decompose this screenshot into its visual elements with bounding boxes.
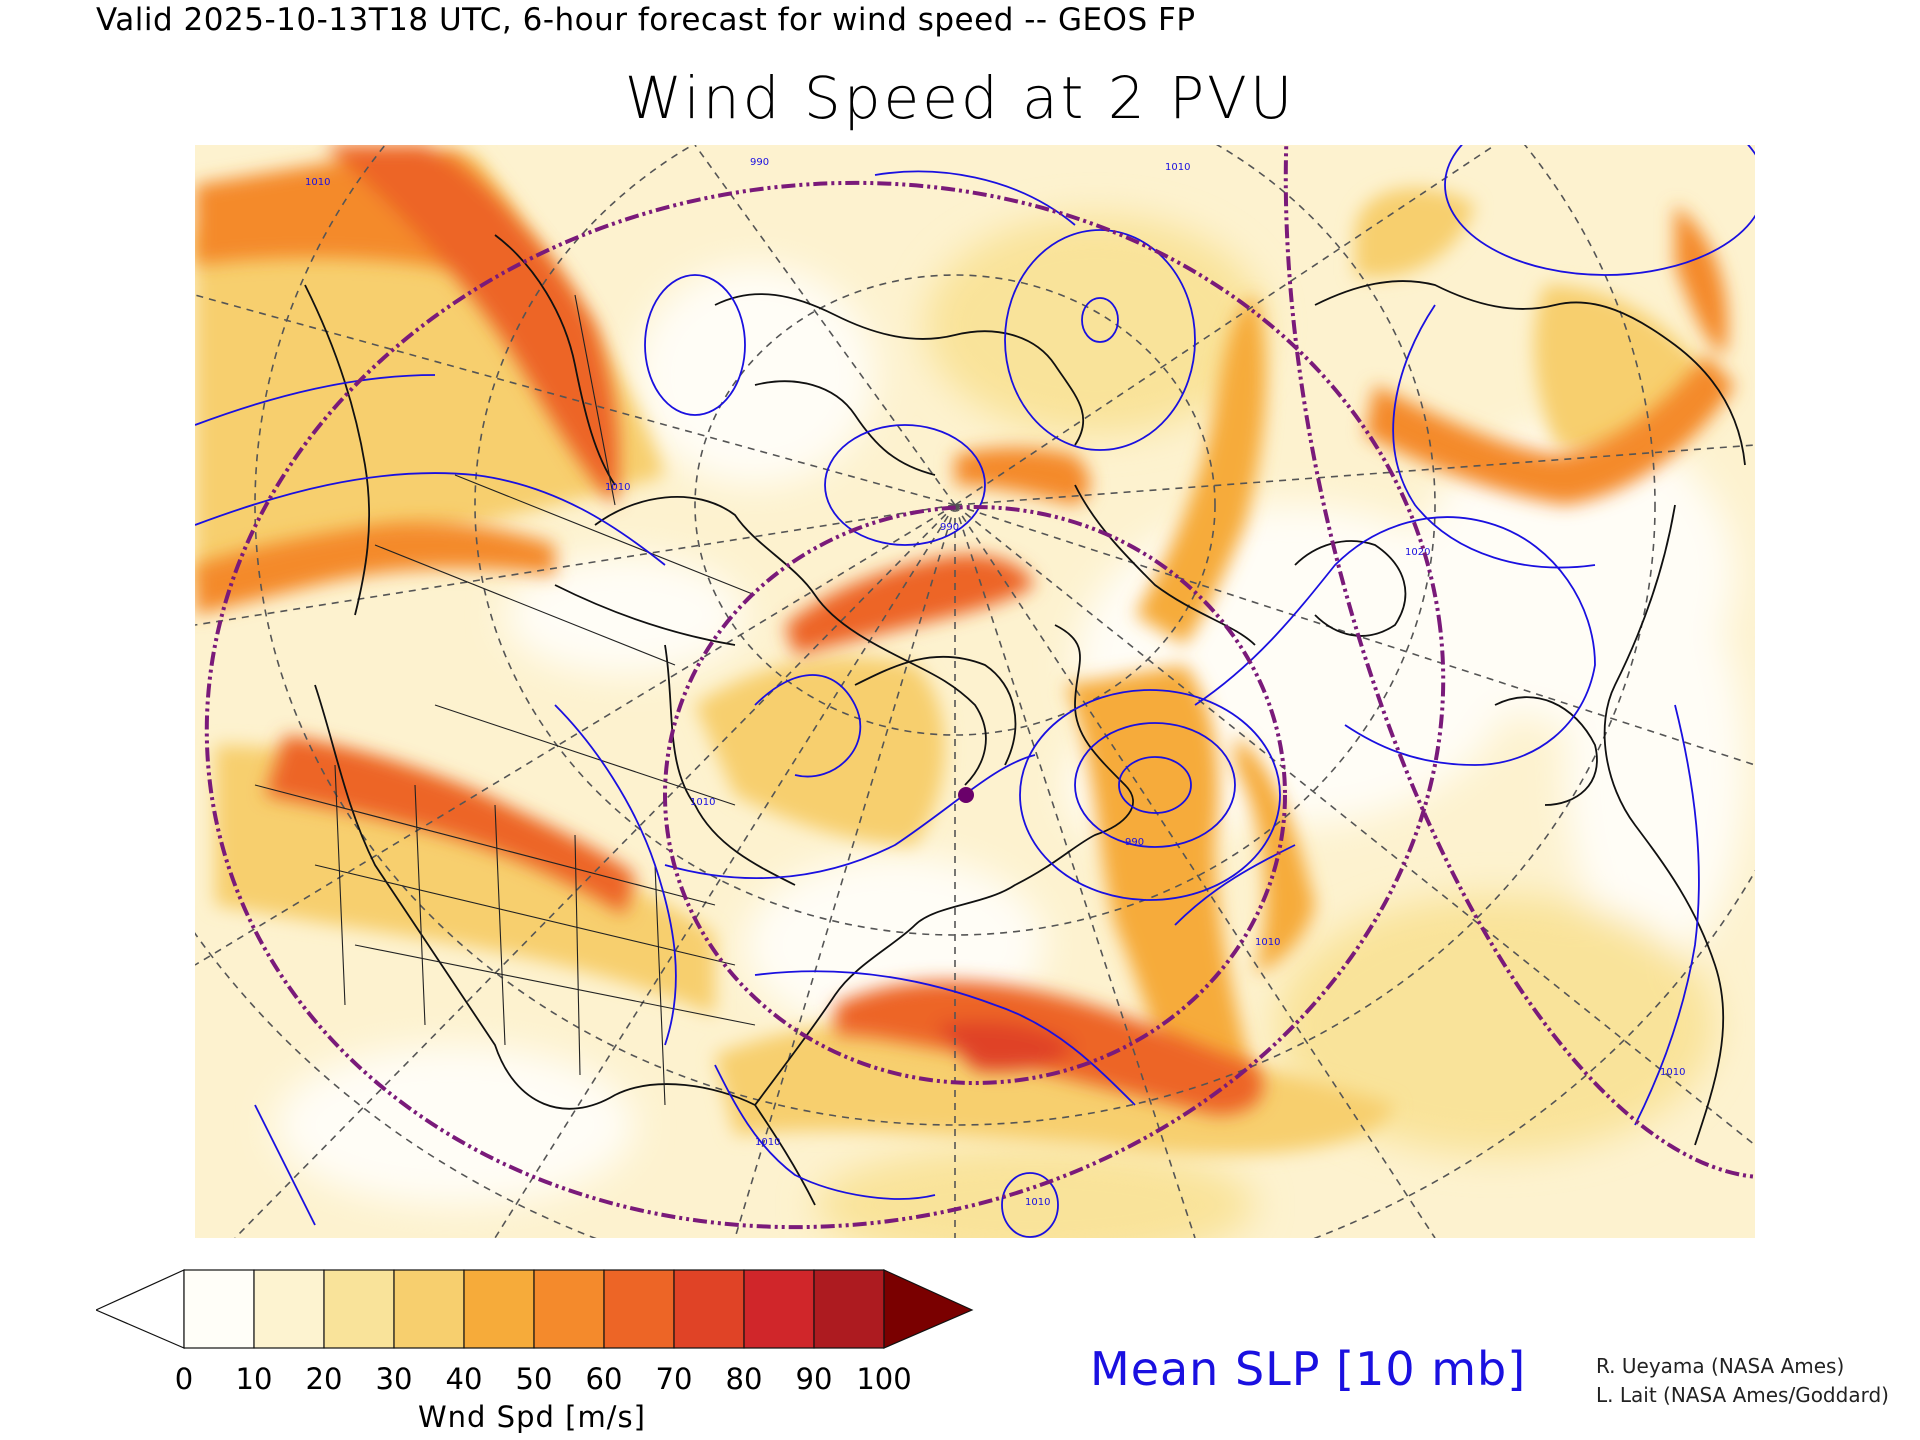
coastlines [304, 234, 1746, 1206]
colorbar-tick-label: 90 [795, 1362, 833, 1396]
colorbar-tick-label: 100 [856, 1362, 912, 1396]
chart-title: Wind Speed at 2 PVU [624, 64, 1296, 132]
credit-line-2: L. Lait (NASA Ames/Goddard) [1596, 1383, 1889, 1407]
colorbar-cell [533, 1269, 605, 1349]
contour-label: 990 [750, 157, 769, 168]
colorbar-tick-label: 20 [305, 1362, 343, 1396]
colorbar-tick-label: 80 [725, 1362, 763, 1396]
state-boundaries [254, 294, 756, 1106]
colorbar-cell [253, 1269, 325, 1349]
colorbar-cell [743, 1269, 815, 1349]
map-panel: 1010 1010 1010 990 990 990 1010 1010 101… [195, 145, 1755, 1238]
wind-speed-map: 1010 1010 1010 990 990 990 1010 1010 101… [195, 145, 1755, 1238]
credit-line-1: R. Ueyama (NASA Ames) [1596, 1354, 1845, 1378]
colorbar-label: Wnd Spd [m/s] [418, 1400, 646, 1434]
colorbar-cell [603, 1269, 675, 1349]
colorbar-cell [813, 1269, 885, 1349]
contour-label: 1010 [1660, 1067, 1685, 1078]
contour-label: 1010 [605, 482, 630, 493]
wind-shading-mid [195, 155, 1715, 1155]
slp-legend-label: Mean SLP [10 mb] [1090, 1342, 1527, 1396]
colorbar-tick-label: 50 [515, 1362, 553, 1396]
colorbar-tick-label: 40 [445, 1362, 483, 1396]
contour-label: 1010 [1025, 1197, 1050, 1208]
colorbar-max-arrow [883, 1269, 974, 1349]
colorbar-tick-label: 60 [585, 1362, 623, 1396]
contour-label: 1020 [1405, 547, 1430, 558]
reference-circles [204, 145, 1755, 1230]
colorbar [94, 1268, 976, 1356]
colorbar-cells [183, 1269, 885, 1349]
contour-label: 1010 [690, 797, 715, 808]
colorbar-tick-label: 30 [375, 1362, 413, 1396]
location-marker [958, 787, 974, 803]
contour-label: 990 [940, 522, 959, 533]
colorbar-tick-label: 70 [655, 1362, 693, 1396]
colorbar-cell [183, 1269, 255, 1349]
wind-shading-high [195, 145, 1735, 1115]
contour-label: 990 [1125, 837, 1144, 848]
colorbar-tick-label: 10 [235, 1362, 273, 1396]
slp-contours [195, 145, 1755, 1238]
contour-label: 1010 [305, 177, 330, 188]
slp-contour-labels: 1010 1010 1010 990 990 990 1010 1010 101… [305, 157, 1685, 1208]
contour-label: 1010 [755, 1137, 780, 1148]
colorbar-svg [94, 1269, 974, 1349]
colorbar-tick-label: 0 [174, 1362, 194, 1396]
colorbar-cell [463, 1269, 535, 1349]
contour-label: 1010 [1255, 937, 1280, 948]
valid-time-caption: Valid 2025-10-13T18 UTC, 6-hour forecast… [96, 2, 1196, 38]
credits: R. Ueyama (NASA Ames) L. Lait (NASA Ames… [1596, 1352, 1889, 1410]
colorbar-cell [393, 1269, 465, 1349]
contour-label: 1010 [1165, 162, 1190, 173]
colorbar-cell [673, 1269, 745, 1349]
colorbar-cell [323, 1269, 395, 1349]
colorbar-min-arrow [94, 1269, 185, 1349]
